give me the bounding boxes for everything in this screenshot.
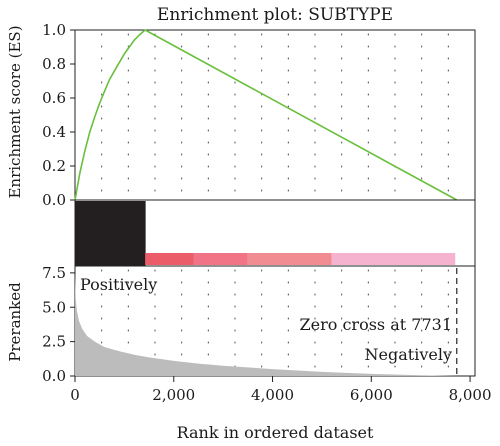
hits-panel	[74, 199, 476, 267]
ranked-y-tick-label: 5.0	[42, 298, 66, 316]
negatively-label: Negatively	[365, 345, 452, 364]
positively-label: Positively	[80, 275, 157, 294]
es-y-tick-label: 0.4	[42, 123, 66, 141]
es-y-tick-label: 0.8	[42, 55, 66, 73]
ranked-y-tick-label: 7.5	[42, 264, 66, 282]
ranked-y-tick-label: 2.5	[42, 333, 66, 351]
chart-title: Enrichment plot: SUBTYPE	[157, 5, 393, 25]
x-axis-label: Rank in ordered dataset	[177, 423, 374, 442]
ranked-panel: 0.0 2.5 5.0 7.5 Positively Zero cross at 77…	[6, 264, 476, 385]
es-panel: 0.0 0.2 0.4 0.6 0.8 1.0 Enrichment score (ES)	[6, 21, 476, 209]
es-y-axis-label: Enrichment score (ES)	[6, 25, 24, 198]
es-panel-frame	[74, 29, 476, 201]
color-bar-segment	[193, 253, 248, 265]
es-grid	[101, 33, 449, 199]
hit-region	[75, 201, 146, 266]
ranked-metric-area	[75, 272, 457, 376]
zero-cross-label: Zero cross at 7731	[300, 315, 452, 334]
ranked-y-axis-label: Preranked	[6, 282, 24, 362]
es-y-tick-label: 1.0	[42, 21, 66, 39]
es-y-tick-label: 0.2	[42, 157, 66, 175]
x-tick-label: 4,000	[251, 386, 294, 404]
es-y-tick-label: 0.0	[42, 191, 66, 209]
color-bar	[145, 253, 456, 265]
ranked-y-axis: 0.0 2.5 5.0 7.5	[42, 264, 75, 385]
color-bar-segment	[247, 253, 332, 265]
ranked-y-tick-label: 0.0	[42, 367, 66, 385]
es-y-tick-label: 0.6	[42, 89, 66, 107]
x-tick-label: 2,000	[152, 386, 195, 404]
color-bar-segment	[145, 253, 194, 265]
x-axis: 0 2,000 4,000 6,000 8,000	[70, 376, 492, 404]
color-bar-segment	[331, 253, 456, 265]
x-tick-label: 6,000	[350, 386, 393, 404]
x-tick-label: 8,000	[449, 386, 492, 404]
es-y-axis: 0.0 0.2 0.4 0.6 0.8 1.0	[42, 21, 75, 209]
es-curve	[74, 29, 458, 201]
x-tick-label: 0	[70, 386, 80, 404]
